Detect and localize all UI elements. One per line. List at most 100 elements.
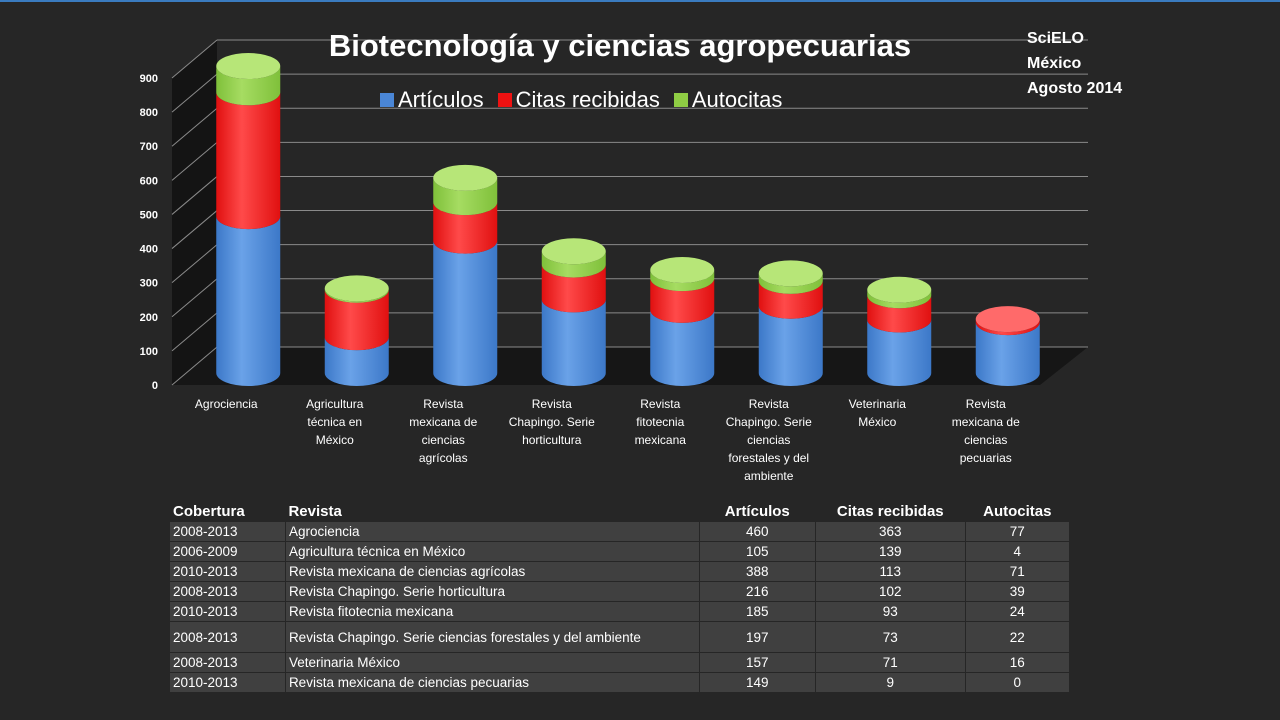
bar-segment-articulos	[324, 337, 389, 386]
bar-segment-articulos	[758, 305, 823, 386]
bar-segment-citas	[650, 278, 715, 323]
bar-segment-articulos	[433, 240, 498, 386]
cell-articulos: 149	[699, 672, 817, 693]
bar-segment-citas	[541, 264, 606, 313]
bar-stack-7	[867, 276, 932, 386]
cell-revista: Revista mexicana de ciencias pecuarias	[285, 672, 700, 693]
floor	[172, 347, 1088, 385]
table-row: 2010-2013 Revista fitotecnia mexicana 185 9…	[170, 601, 1071, 622]
cell-citas: 93	[815, 601, 966, 622]
table-row: 2010-2013 Revista mexicana de ciencias pe…	[170, 672, 1071, 693]
bar-stack-1	[216, 53, 281, 386]
header-cobertura: Cobertura	[173, 502, 245, 520]
table-row: 2006-2009 Agricultura técnica en México 10…	[170, 541, 1071, 562]
gridline-depth	[171, 73, 218, 113]
bar-top-cap	[433, 164, 498, 191]
x-tick-label-line: Chapingo. Serie	[508, 415, 595, 429]
cell-autocitas: 39	[965, 581, 1071, 602]
bar-top-cap	[216, 53, 281, 79]
x-tick-label-line: agrícolas	[418, 451, 468, 465]
cell-cobertura: 2006-2009	[170, 541, 286, 562]
bar-segment-citas	[758, 280, 823, 319]
x-tick-label-line: Chapingo. Serie	[725, 415, 812, 429]
bar-top-cap	[541, 238, 606, 265]
cell-articulos: 185	[699, 601, 817, 622]
chart-bars	[216, 53, 1040, 386]
cell-cobertura: 2010-2013	[170, 601, 286, 622]
source-line-1: SciELO	[1027, 30, 1084, 47]
source-note: SciELO México Agosto 2014	[1027, 26, 1122, 101]
cell-citas: 102	[815, 581, 966, 602]
x-tick-label: Revista Chapingo. Serie ciencias forestales…	[719, 395, 819, 485]
x-tick-label-line: mexicana de	[409, 415, 478, 429]
cell-autocitas: 22	[965, 621, 1071, 653]
cell-articulos: 460	[699, 522, 817, 542]
cell-articulos: 197	[699, 621, 817, 653]
x-tick-label-line: fitotecnia	[636, 415, 685, 429]
cell-citas: 9	[815, 672, 966, 693]
gridline-depth	[171, 346, 218, 386]
header-articulos: Artículos	[724, 502, 790, 520]
y-tick-label: 300	[140, 278, 158, 290]
x-tick-label-line: Agrociencia	[194, 397, 258, 411]
cell-cobertura: 2008-2013	[170, 652, 286, 673]
x-tick-label-line: Revista	[531, 397, 572, 411]
cell-revista: Revista fitotecnia mexicana	[285, 601, 700, 622]
x-tick-label-line: Revista	[640, 397, 681, 411]
bar-stack-3	[433, 164, 498, 386]
bar-top-cap	[867, 276, 932, 303]
source-line-2: México	[1027, 55, 1082, 72]
cell-citas: 71	[815, 652, 966, 673]
cell-citas: 363	[815, 522, 966, 542]
legend-item-autocitas: Autocitas	[673, 87, 783, 113]
gridline-depth	[171, 39, 218, 79]
gridline-depth	[171, 107, 218, 147]
gridline-depth	[171, 278, 218, 318]
bar-stack-4	[541, 238, 606, 386]
bar-segment-citas	[324, 289, 389, 351]
legend-swatch-citas	[497, 93, 512, 107]
cell-cobertura: 2008-2013	[170, 581, 286, 602]
table-row: 2008-2013 Revista Chapingo. Serie horticu…	[170, 581, 1071, 602]
x-tick-label: Revista fitotecnia mexicana	[610, 395, 710, 449]
legend-swatch-autocitas	[673, 93, 688, 107]
bar-segment-citas	[433, 202, 498, 254]
cell-autocitas: 77	[965, 522, 1071, 542]
x-tick-label-line: Revista	[748, 397, 789, 411]
legend-label-autocitas: Autocitas	[691, 87, 783, 112]
x-tick-label-line: horticultura	[522, 433, 582, 447]
gridline-depth	[171, 312, 218, 352]
x-tick-label-line: Revista	[423, 397, 464, 411]
cell-citas: 113	[815, 561, 966, 582]
bar-segment-articulos	[650, 309, 715, 386]
bar-stack-8	[975, 306, 1040, 386]
x-tick-label-line: mexicana	[634, 433, 686, 447]
bar-segment-articulos	[975, 322, 1040, 386]
x-tick-label-line: ciencias	[747, 433, 791, 447]
cell-autocitas: 16	[965, 652, 1071, 673]
x-tick-label: Agricultura técnica en México	[285, 395, 385, 449]
bar-top-cap	[650, 256, 715, 283]
x-tick-label-line: pecuarias	[959, 451, 1012, 465]
x-tick-label-line: forestales y del	[728, 451, 810, 465]
cell-articulos: 388	[699, 561, 817, 582]
x-tick-label: Revista mexicana de ciencias pecuarias	[936, 395, 1036, 467]
bar-segment-citas	[867, 295, 932, 333]
bar-stack-5	[650, 256, 715, 386]
table-row: 2008-2013 Agrociencia 460 363 77	[170, 522, 1071, 542]
legend-item-articulos: Artículos	[380, 87, 484, 113]
gridline-depth	[171, 176, 218, 215]
y-tick-label: 100	[140, 346, 158, 358]
bar-stack-2	[324, 275, 389, 386]
bar-segment-articulos	[867, 319, 932, 386]
x-tick-label-line: México	[858, 415, 897, 429]
bar-segment-autocitas	[758, 273, 823, 294]
legend-swatch-articulos	[380, 93, 394, 107]
top-accent-line	[0, 0, 1280, 2]
bar-segment-citas	[975, 319, 1040, 336]
table-row: 2008-2013 Revista Chapingo. Serie ciencia…	[170, 621, 1071, 653]
y-tick-label: 700	[140, 141, 158, 153]
cell-autocitas: 24	[965, 601, 1071, 622]
bar-segment-articulos	[216, 216, 281, 386]
cell-autocitas: 0	[965, 672, 1071, 693]
